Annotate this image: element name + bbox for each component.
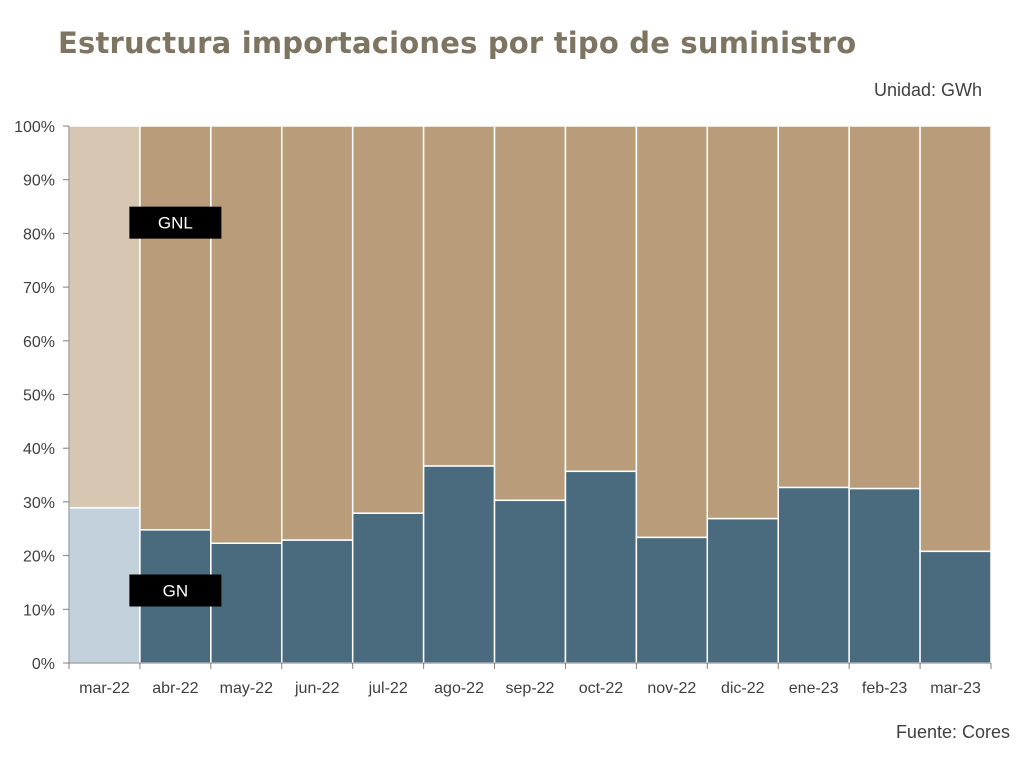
- bar-gnl-may-22: [210, 125, 283, 544]
- y-tick-label: 70%: [23, 280, 55, 297]
- y-tick-label: 100%: [14, 119, 55, 136]
- x-tick-label: ago-22: [434, 680, 484, 697]
- series-label-gn-text: GN: [163, 582, 189, 601]
- x-tick-label: sep-22: [506, 680, 555, 697]
- bar-gnl-abr-22: [139, 125, 212, 531]
- series-label-gnl-text: GNL: [158, 214, 193, 233]
- bar-gn-nov-22: [635, 536, 709, 664]
- bar-gn-ene-23: [777, 486, 850, 664]
- x-tick-label: jul-22: [368, 680, 408, 697]
- series-label-gnl: GNL: [129, 206, 222, 239]
- y-tick-label: 80%: [23, 226, 55, 243]
- y-tick-label: 50%: [23, 388, 55, 405]
- x-tick-label: may-22: [220, 680, 273, 697]
- x-tick-label: oct-22: [579, 680, 624, 697]
- chart-title: Estructura importaciones por tipo de sum…: [58, 26, 857, 60]
- y-tick-label: 30%: [23, 495, 55, 512]
- bar-gn-feb-23: [848, 487, 921, 664]
- bar-gn-sep-22: [493, 499, 567, 664]
- series-label-gnl-box: [129, 206, 222, 239]
- unit-note: Unidad: GWh: [873, 80, 982, 100]
- x-tick-label: abr-22: [152, 680, 198, 697]
- bar-gnl-ene-23: [777, 125, 850, 489]
- x-tick-label: ene-23: [789, 680, 839, 697]
- bar-gnl-mar-22: [68, 125, 141, 509]
- tick-labels-group: mar-22 abr-22 may-22 jun-22 jul-22 ago-22 sep-…: [14, 119, 981, 697]
- bar-gn-oct-22: [564, 470, 638, 664]
- axes-group: [63, 125, 992, 669]
- source-note: Fuente: Cores: [895, 722, 1010, 742]
- bar-gn-mar-23: [919, 550, 992, 664]
- x-tick-label: mar-23: [930, 680, 981, 697]
- bar-gnl-dic-22: [706, 125, 779, 520]
- bar-gnl-feb-23: [848, 125, 921, 490]
- y-tick-label: 40%: [23, 441, 55, 458]
- bar-gnl-nov-22: [635, 125, 709, 539]
- bar-gn-jul-22: [351, 512, 425, 664]
- y-tick-label: 0%: [32, 656, 55, 673]
- bars-group: [68, 125, 992, 664]
- bar-gn-mar-22: [68, 507, 141, 664]
- bar-gn-jun-22: [281, 539, 354, 664]
- x-tick-label: dic-22: [721, 680, 765, 697]
- y-tick-label: 20%: [23, 549, 55, 566]
- series-label-gn: GN: [129, 574, 222, 607]
- y-tick-label: 10%: [23, 602, 55, 619]
- x-tick-label: mar-22: [79, 680, 130, 697]
- bar-gnl-oct-22: [564, 125, 638, 473]
- x-tick-label: nov-22: [647, 680, 696, 697]
- y-tick-label: 90%: [23, 173, 55, 190]
- bar-gnl-sep-22: [493, 125, 567, 502]
- bar-gnl-mar-23: [919, 125, 992, 553]
- x-tick-label: feb-23: [862, 680, 907, 697]
- x-tick-label: jun-22: [294, 680, 340, 697]
- bar-gn-may-22: [210, 542, 283, 664]
- bar-gnl-jul-22: [351, 125, 425, 514]
- bar-gn-dic-22: [706, 517, 779, 664]
- series-label-gn-box: [129, 574, 222, 607]
- bar-gn-ago-22: [422, 465, 496, 664]
- series-labels-group: GNL GN: [129, 206, 222, 607]
- bar-gnl-jun-22: [281, 125, 354, 541]
- bar-gnl-ago-22: [422, 125, 496, 467]
- y-tick-label: 60%: [23, 334, 55, 351]
